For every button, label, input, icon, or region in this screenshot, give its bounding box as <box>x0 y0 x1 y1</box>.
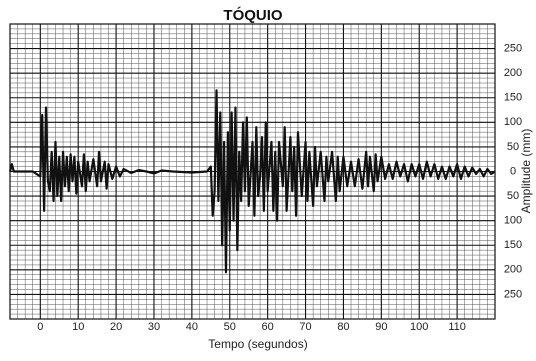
x-axis-title: Tempo (segundos) <box>208 337 307 351</box>
x-tick-label: 30 <box>148 321 160 333</box>
x-tick-label: 40 <box>186 321 198 333</box>
chart-title: TÓQUIO <box>223 6 282 24</box>
x-tick-label: 90 <box>375 321 387 333</box>
seismic-trace <box>8 89 496 274</box>
x-tick-label: 20 <box>110 321 122 333</box>
x-tick-label: 80 <box>337 321 349 333</box>
y-tick-label: 0 <box>510 165 516 177</box>
y-tick-label: 50 <box>507 190 519 202</box>
x-tick-label: 60 <box>262 321 274 333</box>
x-tick-label: 70 <box>299 321 311 333</box>
y-tick-label: 100 <box>504 116 522 128</box>
x-tick-label: 100 <box>410 321 428 333</box>
x-tick-label: 0 <box>37 321 43 333</box>
x-tick-label: 110 <box>448 321 466 333</box>
y-axis-title: Amplitude (mm) <box>519 129 533 214</box>
x-tick-label: 10 <box>72 321 84 333</box>
x-tick-label: 50 <box>224 321 236 333</box>
y-tick-label: 200 <box>504 67 522 79</box>
y-tick-label: 150 <box>504 92 522 104</box>
y-tick-label: 50 <box>507 141 519 153</box>
y-tick-label: 200 <box>504 264 522 276</box>
y-tick-label: 250 <box>504 288 522 300</box>
y-tick-label: 150 <box>504 239 522 251</box>
y-tick-label: 100 <box>504 215 522 227</box>
y-tick-label: 250 <box>504 42 522 54</box>
